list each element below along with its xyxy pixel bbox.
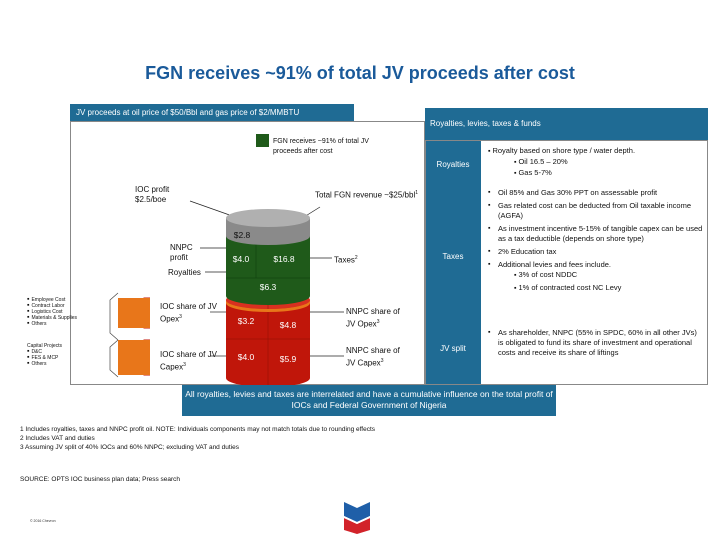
value-nnpc-capex: $5.9 [279,354,297,364]
royalties-section-label: Royalties [436,160,470,169]
royalties-left-label: Royalties [168,268,201,277]
legend-green-swatch [256,134,269,147]
list-item: ▪ FES & MCP [27,354,59,361]
list-item: ▪ Others [27,360,47,367]
value-taxes: $16.8 [273,254,295,264]
taxes-section: ▪ Oil 85% and Gas 30% PPT on assessable p… [488,188,703,294]
copyright: © 2016 Chevron [30,519,56,523]
right-panel-label-column [425,140,481,385]
value-nnpc-profit: $4.0 [232,254,250,264]
nnpc-profit-label: NNPC profit [170,243,193,262]
list-item: ▪ Gas related cost can be deducted from O… [488,201,692,220]
value-nnpc-opex: $4.8 [279,320,297,330]
right-panel-header: Royalties, levies, taxes & funds [425,108,708,140]
page-title: FGN receives ~91% of total JV proceeds a… [145,63,575,83]
total-fgn-revenue-label: Total FGN revenue ~$25/bbl1 [314,190,418,200]
list-item: ▪ Materials & Supplies [27,314,78,321]
ioc-opex-label: IOC share of JV Opex3 [160,302,217,324]
list-item: ▪ Oil 16.5 – 20% [514,157,568,166]
jv-proceeds-header: JV proceeds at oil price of $50/Bbl and … [70,104,354,121]
legend-green-label: FGN receives ~91% of total JV proceeds a… [273,138,369,155]
list-item: ▪ Oil 85% and Gas 30% PPT on assessable p… [488,188,658,197]
list-item: ▪ Contract Labor [27,302,65,309]
capex-heading: Capital Projects [27,343,63,349]
list-item: ▪ Additional levies and fees include. [488,260,611,269]
value-ioc-opex: $3.2 [237,316,255,326]
chevron-logo-icon [344,502,370,534]
opex-list: ▪ Employee Cost ▪ Contract Labor ▪ Logis… [27,296,112,327]
value-ioc-profit: $2.8 [233,230,251,240]
list-item: ▪ As investment incentive 5-15% of tangib… [488,224,703,243]
list-item: ▪ 1% of contracted cost NC Levy [514,283,622,292]
taxes-section-label: Taxes [442,252,464,261]
callout-banner: All royalties, levies and taxes are inte… [182,385,556,416]
nnpc-opex-label: NNPC share of JV Opex3 [346,307,400,329]
capex-list: Capital Projects ▪ D&C ▪ FES & MCP ▪ Oth… [27,343,112,367]
right-panel-frame [425,140,708,385]
list-item: ▪ Gas 5-7% [514,168,552,177]
source-note: SOURCE: OPTS IOC business plan data; Pre… [20,476,181,483]
value-royalties: $6.3 [259,282,277,292]
ioc-capex-label: IOC share of JV Capex3 [160,350,217,372]
taxes-label: Taxes2 [334,255,358,265]
footnote-2: 2 Includes VAT and duties [20,435,95,442]
list-item: ▪ D&C [27,348,42,355]
list-item: ▪ 3% of cost NDDC [514,270,578,279]
footnote-3: 3 Assuming JV split of 40% IOCs and 60% … [20,444,239,451]
list-item: ▪ Logistics Cost [27,308,63,315]
list-item: ▪ 2% Education tax [488,247,557,256]
nnpc-capex-label: NNPC share of JV Capex3 [346,346,400,368]
list-item: ▪ Royalty based on shore type / water de… [488,146,636,155]
list-item: ▪ Employee Cost [27,296,66,303]
royalties-section: ▪ Royalty based on shore type / water de… [488,146,703,179]
value-ioc-capex: $4.0 [237,352,255,362]
footnote-1: 1 Includes royalties, taxes and NNPC pro… [20,426,376,433]
list-item: ▪ Others [27,320,47,327]
ioc-profit-label: IOC profit $2.5/boe [135,185,170,204]
jv-split-section-label: JV split [440,344,466,353]
jv-split-section: ▪ As shareholder, NNPC (55% in SPDC, 60% … [488,328,697,357]
